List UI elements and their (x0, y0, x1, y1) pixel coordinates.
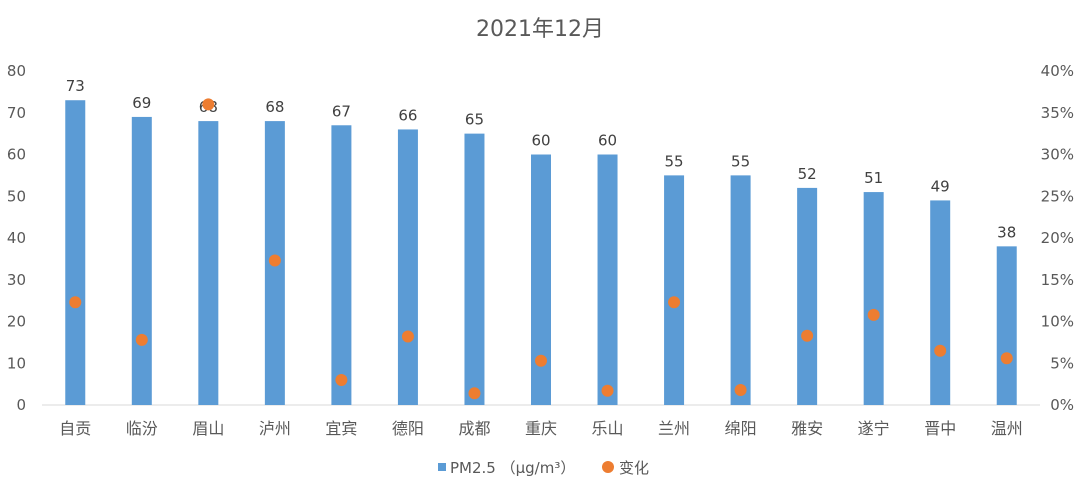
bar (863, 192, 884, 405)
bar (597, 154, 618, 405)
category-label: 晋中 (924, 419, 956, 438)
category-label: 成都 (458, 419, 490, 438)
bar-value-label: 65 (465, 111, 484, 129)
right-tick-label: 35% (1041, 104, 1074, 122)
legend: PM2.5 （μg/m³） 变化 (438, 459, 649, 477)
change-point (268, 254, 281, 267)
change-point (601, 384, 614, 397)
right-tick-label: 20% (1041, 229, 1074, 247)
bar-value-label: 55 (731, 152, 750, 170)
change-point (535, 354, 547, 367)
left-tick-label: 80 (7, 62, 26, 80)
bar (397, 129, 418, 405)
bar (531, 154, 551, 405)
category-label: 自贡 (59, 419, 91, 438)
category-label: 德阳 (392, 419, 424, 438)
right-y-axis: 0% 5% 10% 15% 20% 25% 30% 35% 40% (1041, 62, 1074, 414)
bar (198, 121, 219, 405)
bar (65, 100, 86, 405)
change-point (801, 329, 814, 342)
right-tick-label: 0% (1050, 396, 1074, 414)
category-label: 乐山 (592, 419, 624, 438)
change-point (734, 383, 747, 396)
category-label: 眉山 (192, 419, 224, 438)
legend-label-pm25: PM2.5 （μg/m³） (450, 459, 575, 477)
category-label: 遂宁 (858, 419, 890, 438)
right-tick-label: 25% (1041, 187, 1074, 205)
right-tick-label: 40% (1041, 62, 1074, 80)
category-label: 雅安 (791, 419, 823, 438)
change-point (335, 373, 348, 386)
left-tick-label: 20 (7, 313, 26, 331)
left-tick-label: 70 (7, 104, 26, 122)
category-label: 绵阳 (725, 419, 757, 438)
right-tick-label: 10% (1041, 313, 1074, 331)
change-point (401, 330, 414, 343)
bar (730, 175, 751, 405)
category-label: 临汾 (126, 419, 158, 438)
category-label: 兰州 (658, 419, 690, 438)
legend-swatch-pm25 (438, 463, 446, 471)
left-tick-label: 0 (16, 396, 26, 414)
bar-value-label: 55 (665, 152, 684, 170)
bar (797, 187, 818, 405)
bar (930, 200, 951, 405)
bar (331, 125, 352, 406)
left-tick-label: 40 (7, 229, 26, 247)
bar-series (65, 100, 1017, 406)
category-label: 温州 (991, 419, 1023, 438)
right-tick-label: 30% (1041, 146, 1074, 164)
bar (664, 175, 685, 405)
bar (131, 116, 152, 406)
bar-value-label: 52 (798, 165, 817, 183)
left-tick-label: 50 (7, 187, 26, 205)
x-axis-categories: 自贡 临汾 眉山 泸州 宜宾 德阳 成都 重庆 乐山 兰州 绵阳 雅安 遂宁 晋中 温州 (59, 419, 1022, 438)
change-point (668, 296, 681, 309)
change-point (867, 308, 880, 321)
bar-value-label: 66 (398, 106, 417, 124)
change-point (202, 98, 215, 111)
bar-value-label: 60 (531, 132, 550, 150)
bar-value-label: 73 (66, 77, 85, 95)
change-series (69, 98, 1013, 400)
category-label: 宜宾 (325, 419, 357, 438)
left-tick-label: 60 (7, 146, 26, 164)
legend-label-change: 变化 (619, 459, 649, 477)
change-point (1000, 352, 1013, 365)
left-tick-label: 30 (7, 271, 26, 289)
change-point (934, 344, 947, 357)
bar-value-label: 69 (132, 94, 151, 112)
change-point (69, 296, 82, 309)
left-tick-label: 10 (7, 354, 26, 372)
category-label: 泸州 (259, 419, 291, 438)
bar-value-label: 38 (997, 223, 1016, 241)
change-point (135, 333, 148, 346)
bar-value-label: 51 (864, 169, 883, 187)
bar (464, 133, 485, 405)
bar-value-label: 60 (598, 132, 617, 150)
change-point (468, 387, 481, 400)
left-y-axis: 0 10 20 30 40 50 60 70 80 (7, 62, 26, 414)
right-tick-label: 5% (1050, 354, 1074, 372)
chart-title: 2021年12月 (476, 17, 604, 42)
right-tick-label: 15% (1041, 271, 1074, 289)
bar-value-label: 67 (332, 102, 351, 120)
bar (996, 246, 1017, 405)
bar-value-label: 68 (265, 98, 284, 116)
legend-swatch-change (602, 461, 614, 473)
bar-value-label: 49 (931, 177, 950, 195)
category-label: 重庆 (525, 419, 557, 438)
